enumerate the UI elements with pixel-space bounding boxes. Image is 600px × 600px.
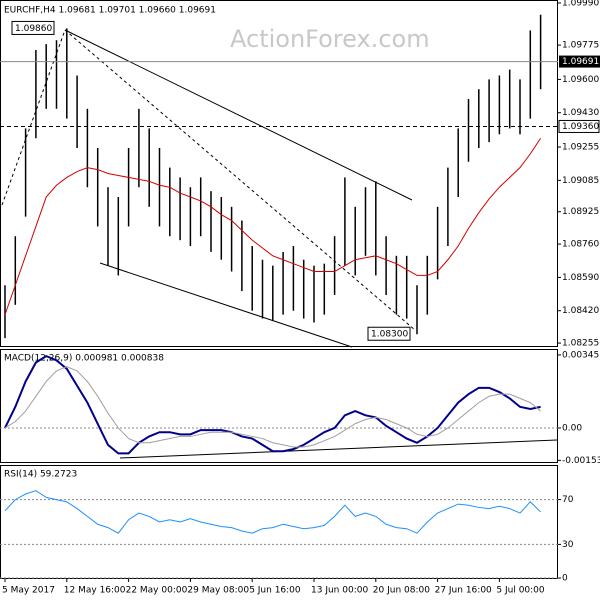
x-tick-label: 5 Jul 00:00 [496, 586, 545, 596]
y-tick-label: 1.09600 [562, 75, 599, 85]
current-price-box [559, 55, 600, 68]
y-tick-label: 1.08420 [562, 306, 599, 316]
annotation: 1.09860 [15, 24, 52, 34]
y-tick-label: 1.09430 [562, 108, 599, 118]
y-tick-label: 70 [562, 495, 574, 505]
trend-line [119, 439, 558, 459]
y-tick-label: 1.08590 [562, 273, 599, 283]
annotation: 1.08300 [371, 330, 408, 340]
y-tick-label: -0.001532 [562, 456, 600, 466]
x-tick-label: 5 May 2017 [2, 586, 55, 596]
x-tick-label: 12 May 16:00 [64, 586, 126, 596]
x-tick-label: 27 Jun 16:00 [435, 586, 492, 596]
y-tick-label: 0.00 [562, 423, 582, 433]
y-tick-label: 1.09255 [562, 143, 599, 153]
trend-line [99, 262, 353, 348]
y-tick-label: 1.08925 [562, 207, 599, 217]
y-tick-label: 1.09775 [562, 41, 599, 51]
current-price-label: 1.09691 [562, 57, 599, 67]
macd-panel [0, 349, 558, 463]
rsi-panel [0, 465, 558, 579]
line-series [4, 137, 542, 315]
y-tick-label: 1.08760 [562, 240, 599, 250]
line-series [4, 366, 541, 448]
watermark: ActionForex.com [230, 25, 430, 53]
x-tick-label: 13 Jun 00:00 [311, 586, 368, 596]
y-tick-label: 30 [562, 540, 574, 550]
x-tick-label: 29 May 08:00 [187, 586, 249, 596]
y-tick-label: 1.09990 [562, 0, 599, 8]
annotation-box [367, 326, 411, 341]
line-series [4, 355, 541, 455]
chart-header: EURCHF,H4 1.09681 1.09701 1.09660 1.0969… [4, 6, 216, 16]
trend-line [64, 29, 413, 201]
level-box [558, 119, 600, 133]
x-tick-label: 20 Jun 08:00 [373, 586, 430, 596]
x-tick-label: 22 May 00:00 [126, 586, 188, 596]
level-label: 1.09360 [562, 122, 599, 132]
y-tick-label: 0.003457 [562, 350, 600, 360]
y-tick-label: 1.08255 [562, 339, 599, 349]
rsi-title: RSI(14) 59.2723 [4, 470, 77, 480]
x-tick-label: 5 Jun 16:00 [249, 586, 301, 596]
price-panel [0, 0, 558, 347]
y-tick-label: 0 [562, 574, 568, 584]
macd-title: MACD(12,26,9) 0.000981 0.000838 [4, 354, 164, 364]
trend-line [64, 29, 416, 331]
line-series [4, 490, 541, 534]
y-tick-label: 1.09085 [562, 176, 599, 186]
annotation-box [11, 20, 55, 35]
trend-line [1, 29, 66, 206]
